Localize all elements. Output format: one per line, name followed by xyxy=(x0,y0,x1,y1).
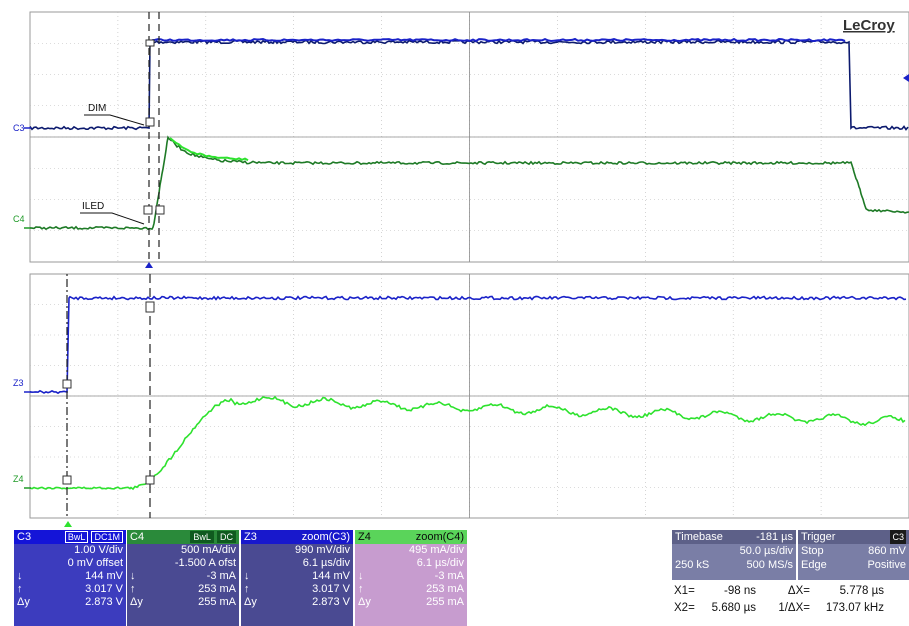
sample-count: 250 kS xyxy=(675,559,710,571)
timebase-delay: -181 µs xyxy=(756,531,793,543)
min-value: 144 mV xyxy=(312,570,350,582)
vdiv-value: 1.00 V/div xyxy=(74,544,123,556)
timebase-label: Timebase xyxy=(675,531,723,543)
trigger-label: Trigger xyxy=(801,531,836,543)
vdiv-value: 990 mV/div xyxy=(294,544,350,556)
zoom-z4-panel[interactable]: Z4 zoom(C4) 495 mA/div 6.1 µs/div ↓ -3 mA… xyxy=(355,530,467,626)
offset-value: 0 mV offset xyxy=(67,557,123,569)
cursor-dx-value: 5.778 µs xyxy=(839,585,884,597)
c3-trace-high xyxy=(151,37,846,43)
sample-rate: 500 MS/s xyxy=(746,559,793,571)
cursor-arrow-icon xyxy=(62,39,165,485)
trigger-slope: Positive xyxy=(867,559,906,571)
max-value: 3.017 V xyxy=(85,583,123,595)
max-value: 3.017 V xyxy=(312,583,350,595)
vdiv-value: 500 mA/div xyxy=(180,544,236,556)
channel-c4-panel[interactable]: C4 BwL DC 500 mA/div -1.500 A ofst ↓ -3 m… xyxy=(127,530,239,626)
time-per-div: 50.0 µs/div xyxy=(739,545,793,557)
upper-grid xyxy=(29,11,909,263)
tdiv-value: 6.1 µs/div xyxy=(302,557,350,569)
z4-trace xyxy=(29,395,906,491)
z3-ref-label: Z3 xyxy=(13,378,24,388)
min-value: -3 mA xyxy=(206,570,236,582)
trigger-panel[interactable]: Trigger C3 Stop 860 mV Edge Positive xyxy=(798,530,909,580)
max-value: 253 mA xyxy=(198,583,236,595)
zoom-source: zoom(C4) xyxy=(415,531,464,543)
vdiv-value: 495 mA/div xyxy=(408,544,464,556)
trigger-level: 860 mV xyxy=(868,545,906,557)
iled-label: ILED xyxy=(82,201,104,212)
bandwidth-badge: BwL xyxy=(190,531,214,543)
cursor-freq-value: 173.07 kHz xyxy=(825,602,884,614)
delta-value: 255 mA xyxy=(198,596,236,608)
channel-name: C4 xyxy=(130,531,145,543)
min-value: -3 mA xyxy=(434,570,464,582)
cursor-x2-value: 5.680 µs xyxy=(711,602,756,614)
c4-trace xyxy=(29,135,909,231)
delta-value: 2.873 V xyxy=(312,596,350,608)
min-value: 144 mV xyxy=(85,570,123,582)
coupling-badge: DC1M xyxy=(91,531,123,543)
iled-leader xyxy=(80,212,145,225)
channel-c3-panel[interactable]: C3 BwL DC1M 1.00 V/div 0 mV offset ↓ 144 … xyxy=(14,530,126,626)
dim-label: DIM xyxy=(88,103,106,114)
trigger-source: C3 xyxy=(890,530,906,544)
zoom-source: zoom(C3) xyxy=(301,531,350,543)
trigger-mode: Stop xyxy=(801,545,824,557)
channel-name: Z4 xyxy=(358,531,371,543)
timebase-panel[interactable]: Timebase -181 µs 50.0 µs/div 250 kS 500 … xyxy=(672,530,796,580)
coupling-badge: DC xyxy=(217,531,236,543)
trigger-type: Edge xyxy=(801,559,827,571)
zoom-marker-icon xyxy=(64,521,72,527)
z4-ref-label: Z4 xyxy=(13,474,24,484)
delta-value: 2.873 V xyxy=(85,596,123,608)
trigger-marker-icon xyxy=(145,262,153,268)
dim-leader xyxy=(84,114,145,126)
offscreen-marker-icon xyxy=(903,74,909,82)
c4-trace-low xyxy=(169,137,249,162)
bandwidth-badge: BwL xyxy=(64,531,89,543)
lower-grid xyxy=(29,273,909,519)
z3-trace xyxy=(29,295,907,395)
c3-ref-label: C3 xyxy=(13,123,25,133)
channel-name: C3 xyxy=(17,531,32,543)
zoom-z3-panel[interactable]: Z3 zoom(C3) 990 mV/div 6.1 µs/div ↓ 144 m… xyxy=(241,530,353,626)
tdiv-value: 6.1 µs/div xyxy=(416,557,464,569)
channel-name: Z3 xyxy=(244,531,257,543)
lecroy-logo: LeCroy xyxy=(843,17,895,34)
max-value: 253 mA xyxy=(426,583,464,595)
cursor-readout: X1= -98 ns ΔX= 5.778 µs X2= 5.680 µs 1/Δ… xyxy=(674,583,909,617)
c4-ref-label: C4 xyxy=(13,214,25,224)
cursor-x1-value: -98 ns xyxy=(724,585,756,597)
offset-value: -1.500 A ofst xyxy=(174,557,236,569)
delta-value: 255 mA xyxy=(426,596,464,608)
oscilloscope-display: LeCroy C3 C4 Z3 Z4 DIM ILED xyxy=(13,11,909,527)
